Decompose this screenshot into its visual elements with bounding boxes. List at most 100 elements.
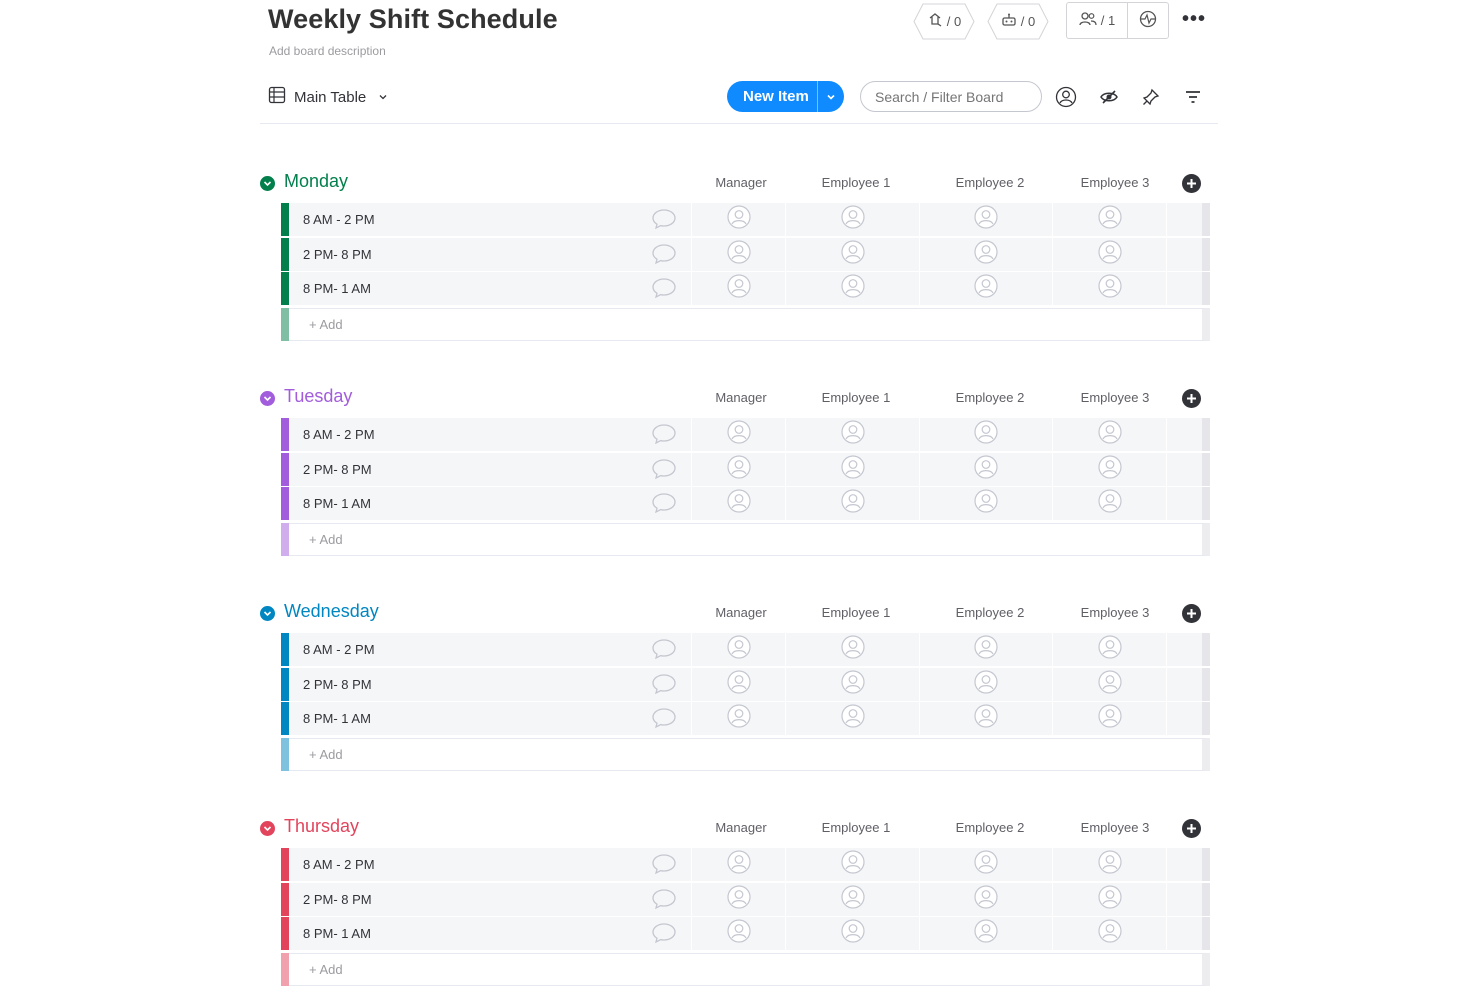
- comment-icon[interactable]: [651, 922, 677, 947]
- table-row[interactable]: 2 PM- 8 PM: [281, 667, 1210, 701]
- person-cell[interactable]: [786, 487, 920, 520]
- item-name-cell[interactable]: 8 PM- 1 AM: [289, 487, 692, 520]
- item-name-cell[interactable]: 8 PM- 1 AM: [289, 702, 692, 735]
- person-cell[interactable]: [692, 487, 786, 520]
- comment-icon[interactable]: [651, 707, 677, 732]
- person-cell[interactable]: [786, 418, 920, 451]
- comment-icon[interactable]: [651, 277, 677, 302]
- integrations-badge[interactable]: / 0: [987, 3, 1049, 40]
- item-name[interactable]: 8 PM- 1 AM: [303, 926, 371, 941]
- members-button[interactable]: / 1: [1067, 3, 1128, 38]
- table-row[interactable]: 8 PM- 1 AM: [281, 487, 1210, 520]
- table-row[interactable]: 8 AM - 2 PM: [281, 203, 1210, 236]
- item-name[interactable]: 8 PM- 1 AM: [303, 496, 371, 511]
- group-title[interactable]: Wednesday: [284, 601, 379, 621]
- comment-icon[interactable]: [651, 638, 677, 663]
- column-header[interactable]: Employee 3: [1080, 390, 1150, 405]
- activity-log-button[interactable]: [1128, 3, 1168, 38]
- person-cell[interactable]: [692, 917, 786, 950]
- item-name-cell[interactable]: 8 PM- 1 AM: [289, 272, 692, 305]
- person-cell[interactable]: [1053, 917, 1167, 950]
- item-name-cell[interactable]: 2 PM- 8 PM: [289, 237, 692, 271]
- add-item-row[interactable]: + Add: [281, 522, 1210, 556]
- add-column-button[interactable]: [1182, 604, 1201, 623]
- person-cell[interactable]: [692, 452, 786, 486]
- person-cell[interactable]: [786, 452, 920, 486]
- item-name[interactable]: 2 PM- 8 PM: [303, 891, 372, 907]
- table-row[interactable]: 8 AM - 2 PM: [281, 848, 1210, 881]
- group-collapse-icon[interactable]: [260, 821, 275, 836]
- item-name-cell[interactable]: 8 PM- 1 AM: [289, 917, 692, 950]
- person-cell[interactable]: [1053, 203, 1167, 236]
- group-collapse-icon[interactable]: [260, 606, 275, 621]
- add-item-row[interactable]: + Add: [281, 307, 1210, 341]
- filter-icon[interactable]: [1181, 85, 1205, 109]
- group-collapse-icon[interactable]: [260, 391, 275, 406]
- table-row[interactable]: 8 AM - 2 PM: [281, 633, 1210, 666]
- person-cell[interactable]: [692, 667, 786, 701]
- item-name[interactable]: 2 PM- 8 PM: [303, 676, 372, 692]
- group-title[interactable]: Thursday: [284, 816, 360, 836]
- item-name[interactable]: 2 PM- 8 PM: [303, 461, 372, 477]
- table-row[interactable]: 8 AM - 2 PM: [281, 418, 1210, 451]
- person-cell[interactable]: [920, 702, 1053, 735]
- item-name[interactable]: 8 PM- 1 AM: [303, 711, 371, 726]
- person-cell[interactable]: [692, 418, 786, 451]
- group-title[interactable]: Tuesday: [284, 386, 353, 406]
- item-name-cell[interactable]: 2 PM- 8 PM: [289, 882, 692, 916]
- person-cell[interactable]: [786, 237, 920, 271]
- item-name-cell[interactable]: 2 PM- 8 PM: [289, 452, 692, 486]
- new-item-button[interactable]: New Item: [727, 81, 844, 112]
- person-cell[interactable]: [786, 667, 920, 701]
- item-name-cell[interactable]: 8 AM - 2 PM: [289, 848, 692, 881]
- comment-icon[interactable]: [651, 492, 677, 517]
- person-cell[interactable]: [786, 882, 920, 916]
- person-cell[interactable]: [920, 667, 1053, 701]
- more-options-button[interactable]: •••: [1182, 8, 1207, 30]
- person-cell[interactable]: [692, 848, 786, 881]
- person-cell[interactable]: [692, 203, 786, 236]
- add-item-row[interactable]: + Add: [281, 737, 1210, 771]
- comment-icon[interactable]: [651, 243, 677, 268]
- column-header[interactable]: Employee 1: [821, 175, 891, 190]
- hide-columns-icon[interactable]: [1097, 85, 1121, 109]
- column-header[interactable]: Employee 3: [1080, 820, 1150, 835]
- table-row[interactable]: 2 PM- 8 PM: [281, 882, 1210, 916]
- new-item-dropdown-icon[interactable]: [818, 92, 844, 102]
- column-header[interactable]: Manager: [715, 605, 767, 620]
- column-header[interactable]: Employee 2: [955, 605, 1025, 620]
- activity-badge[interactable]: / 0: [913, 3, 975, 40]
- group-title[interactable]: Monday: [284, 171, 349, 191]
- column-header[interactable]: Employee 3: [1080, 605, 1150, 620]
- person-cell[interactable]: [1053, 667, 1167, 701]
- person-cell[interactable]: [786, 633, 920, 666]
- item-name[interactable]: 8 PM- 1 AM: [303, 281, 371, 296]
- person-cell[interactable]: [920, 237, 1053, 271]
- group-collapse-icon[interactable]: [260, 176, 275, 191]
- table-row[interactable]: 8 PM- 1 AM: [281, 917, 1210, 950]
- column-header[interactable]: Employee 2: [955, 390, 1025, 405]
- person-cell[interactable]: [920, 452, 1053, 486]
- add-item-row[interactable]: + Add: [281, 952, 1210, 986]
- item-name[interactable]: 8 AM - 2 PM: [303, 857, 375, 872]
- column-header[interactable]: Manager: [715, 175, 767, 190]
- person-cell[interactable]: [786, 917, 920, 950]
- person-cell[interactable]: [786, 848, 920, 881]
- item-name[interactable]: 8 AM - 2 PM: [303, 642, 375, 657]
- comment-icon[interactable]: [651, 888, 677, 913]
- column-header[interactable]: Manager: [715, 820, 767, 835]
- column-header[interactable]: Manager: [715, 390, 767, 405]
- person-cell[interactable]: [920, 633, 1053, 666]
- column-header[interactable]: Employee 3: [1080, 175, 1150, 190]
- person-cell[interactable]: [920, 487, 1053, 520]
- person-cell[interactable]: [1053, 237, 1167, 271]
- person-cell[interactable]: [692, 882, 786, 916]
- person-cell[interactable]: [920, 882, 1053, 916]
- view-selector[interactable]: Main Table: [268, 86, 388, 108]
- person-cell[interactable]: [920, 418, 1053, 451]
- add-column-button[interactable]: [1182, 389, 1201, 408]
- column-header[interactable]: Employee 1: [821, 390, 891, 405]
- comment-icon[interactable]: [651, 853, 677, 878]
- comment-icon[interactable]: [651, 423, 677, 448]
- comment-icon[interactable]: [651, 458, 677, 483]
